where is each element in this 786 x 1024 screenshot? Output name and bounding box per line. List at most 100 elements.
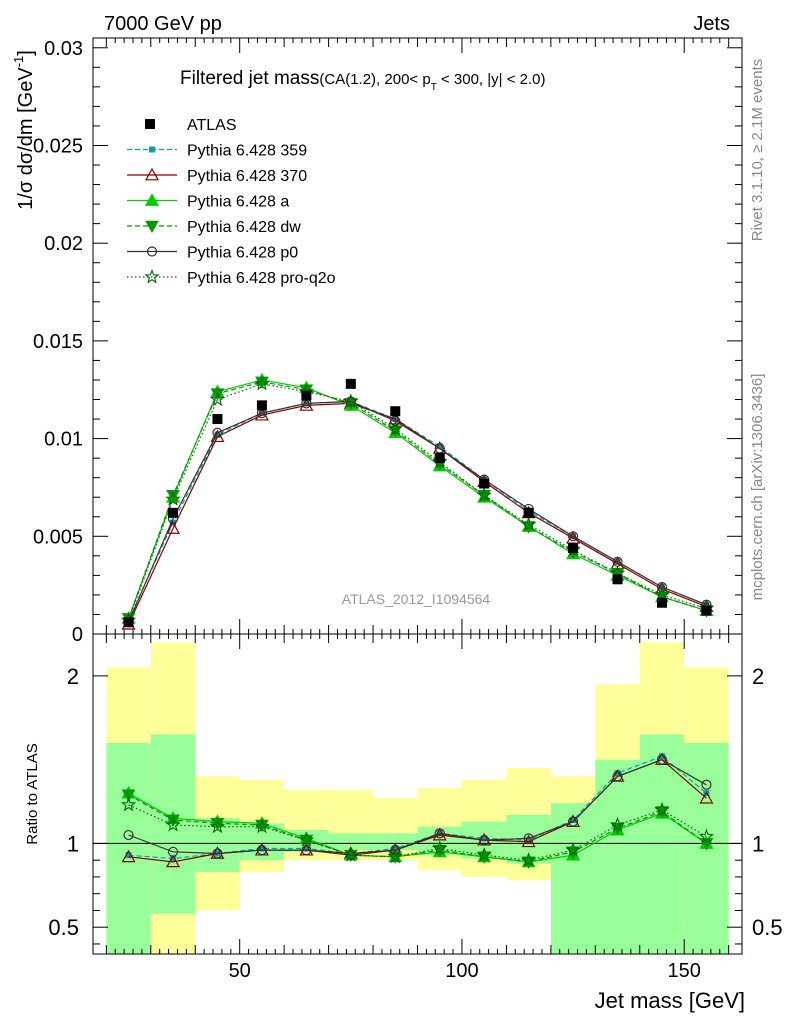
series-point xyxy=(567,531,579,542)
main-y-label-sup: -1 xyxy=(11,56,26,68)
green-band xyxy=(328,833,374,851)
series-point xyxy=(654,586,670,602)
series-line xyxy=(128,381,707,619)
ratio-series-point xyxy=(521,834,536,848)
series-point xyxy=(166,489,180,503)
legend-marker xyxy=(146,246,158,257)
main-panel: 0 0.005 0.01 0.015 0.02 0.025 0.03 Filtered je… xyxy=(11,37,743,646)
ratio-panel-frame xyxy=(92,633,743,955)
ratio-series-point xyxy=(525,837,532,844)
main-y-tick-label: 0.01 xyxy=(44,429,83,451)
series-point xyxy=(209,391,226,407)
legend-marker xyxy=(144,193,160,206)
series-point xyxy=(434,443,445,454)
series-point xyxy=(390,415,401,427)
legend-marker-atlas xyxy=(145,119,155,129)
x-axis-label: Jet mass [GeV] xyxy=(595,988,745,1013)
ratio-series-point xyxy=(570,816,577,823)
legend-label: Pythia 6.428 359 xyxy=(187,143,307,160)
plot-title-sub: (CA(1.2), 200< p xyxy=(319,71,430,88)
ratio-series-point xyxy=(481,835,488,842)
ratio-series-point xyxy=(431,840,448,855)
green-band xyxy=(106,742,151,954)
main-panel-ticks xyxy=(93,38,742,635)
x-tick-label: 100 xyxy=(445,960,478,982)
ratio-series-point xyxy=(303,845,310,852)
legend-marker xyxy=(149,146,155,153)
ratio-series-point xyxy=(567,816,579,827)
series-point xyxy=(476,487,492,502)
ratio-uncertainty-bands xyxy=(106,642,729,954)
main-y-label-end: ] xyxy=(15,50,37,56)
atlas-point xyxy=(345,378,356,389)
main-y-tick-labels: 0 0.005 0.01 0.015 0.02 0.025 0.03 xyxy=(33,38,83,646)
analysis-watermark: ATLAS_2012_I1094564 xyxy=(342,591,491,607)
legend-marker xyxy=(145,220,159,234)
ratio-series-point xyxy=(170,855,177,862)
plot-title: Filtered jet mass(CA(1.2), 200< pT < 300… xyxy=(180,68,546,93)
atlas-point xyxy=(568,543,579,554)
atlas-point xyxy=(479,478,490,489)
ratio-series-point xyxy=(479,834,490,846)
ratio-series-point xyxy=(121,789,136,802)
legend-label: Pythia 6.428 a xyxy=(187,194,289,211)
series-point xyxy=(656,582,668,593)
ratio-series-point xyxy=(120,796,137,812)
series-line xyxy=(128,402,707,625)
series-line xyxy=(128,383,707,621)
ratio-series-point xyxy=(434,828,445,839)
ratio-series-line xyxy=(128,759,707,856)
header-left: 7000 GeV pp xyxy=(104,13,222,35)
series-point xyxy=(436,443,443,450)
rivet-label: Rivet 3.1.10, ≥ 2.1M events xyxy=(749,59,766,242)
ratio-series-point xyxy=(656,754,668,765)
ratio-series-point xyxy=(387,848,404,864)
ratio-series-point xyxy=(520,852,537,867)
series-point xyxy=(254,375,270,391)
ratio-y-tick-label: 0.5 xyxy=(48,915,79,940)
ratio-series-point xyxy=(258,845,265,852)
ratio-panel-ticks xyxy=(93,634,742,954)
atlas-point xyxy=(523,507,534,518)
legend: ATLAS Pythia 6.428 359 Pythia 6.428 370 Pyt… xyxy=(127,117,336,287)
ratio-series-line xyxy=(128,804,707,861)
ratio-series-point xyxy=(609,816,626,832)
series-line xyxy=(128,379,707,619)
atlas-point xyxy=(123,617,134,628)
main-y-tick-label: 0.015 xyxy=(33,331,83,353)
series-point xyxy=(343,393,359,408)
ratio-series-line xyxy=(128,794,707,863)
ratio-panel: 0.5 0.5 1 1 2 2 50 100 150 Ratio to ATLAS Jet m… xyxy=(24,633,783,1013)
plot-title-main: Filtered jet mass xyxy=(180,68,319,89)
plot-title-sub-end: < 300, |y| < 2.0) xyxy=(437,71,546,88)
ratio-series-point xyxy=(125,852,132,859)
green-band xyxy=(639,734,685,954)
series-point xyxy=(165,491,181,506)
ratio-y-tick-label-right: 2 xyxy=(752,664,764,689)
legend-label: Pythia 6.428 p0 xyxy=(187,245,298,262)
legend-label: ATLAS xyxy=(187,117,237,134)
ratio-series-point xyxy=(165,854,181,868)
ratio-series-point xyxy=(699,790,714,804)
ratio-series-point xyxy=(301,845,312,856)
x-tick-label: 150 xyxy=(668,960,701,982)
ratio-series-point xyxy=(210,818,225,831)
atlas-point xyxy=(434,453,445,464)
ratio-y-label: Ratio to ATLAS xyxy=(24,743,41,844)
series-point xyxy=(165,521,181,534)
series-point xyxy=(520,516,537,532)
ratio-series-line xyxy=(128,792,707,863)
atlas-point xyxy=(168,507,179,518)
ratio-series-point xyxy=(476,847,492,862)
x-tick-labels: 50 100 150 xyxy=(229,960,701,982)
ratio-series-point xyxy=(658,753,665,760)
main-y-label: 1/σ dσ/dm [GeV-1] xyxy=(11,50,37,210)
atlas-point xyxy=(612,574,623,585)
ratio-y-tick-label-right: 0.5 xyxy=(752,915,783,940)
main-y-tick-label: 0.03 xyxy=(44,38,83,60)
atlas-point xyxy=(701,605,712,616)
ratio-series-point xyxy=(121,849,136,863)
atlas-point xyxy=(656,597,667,608)
atlas-point xyxy=(212,414,223,425)
